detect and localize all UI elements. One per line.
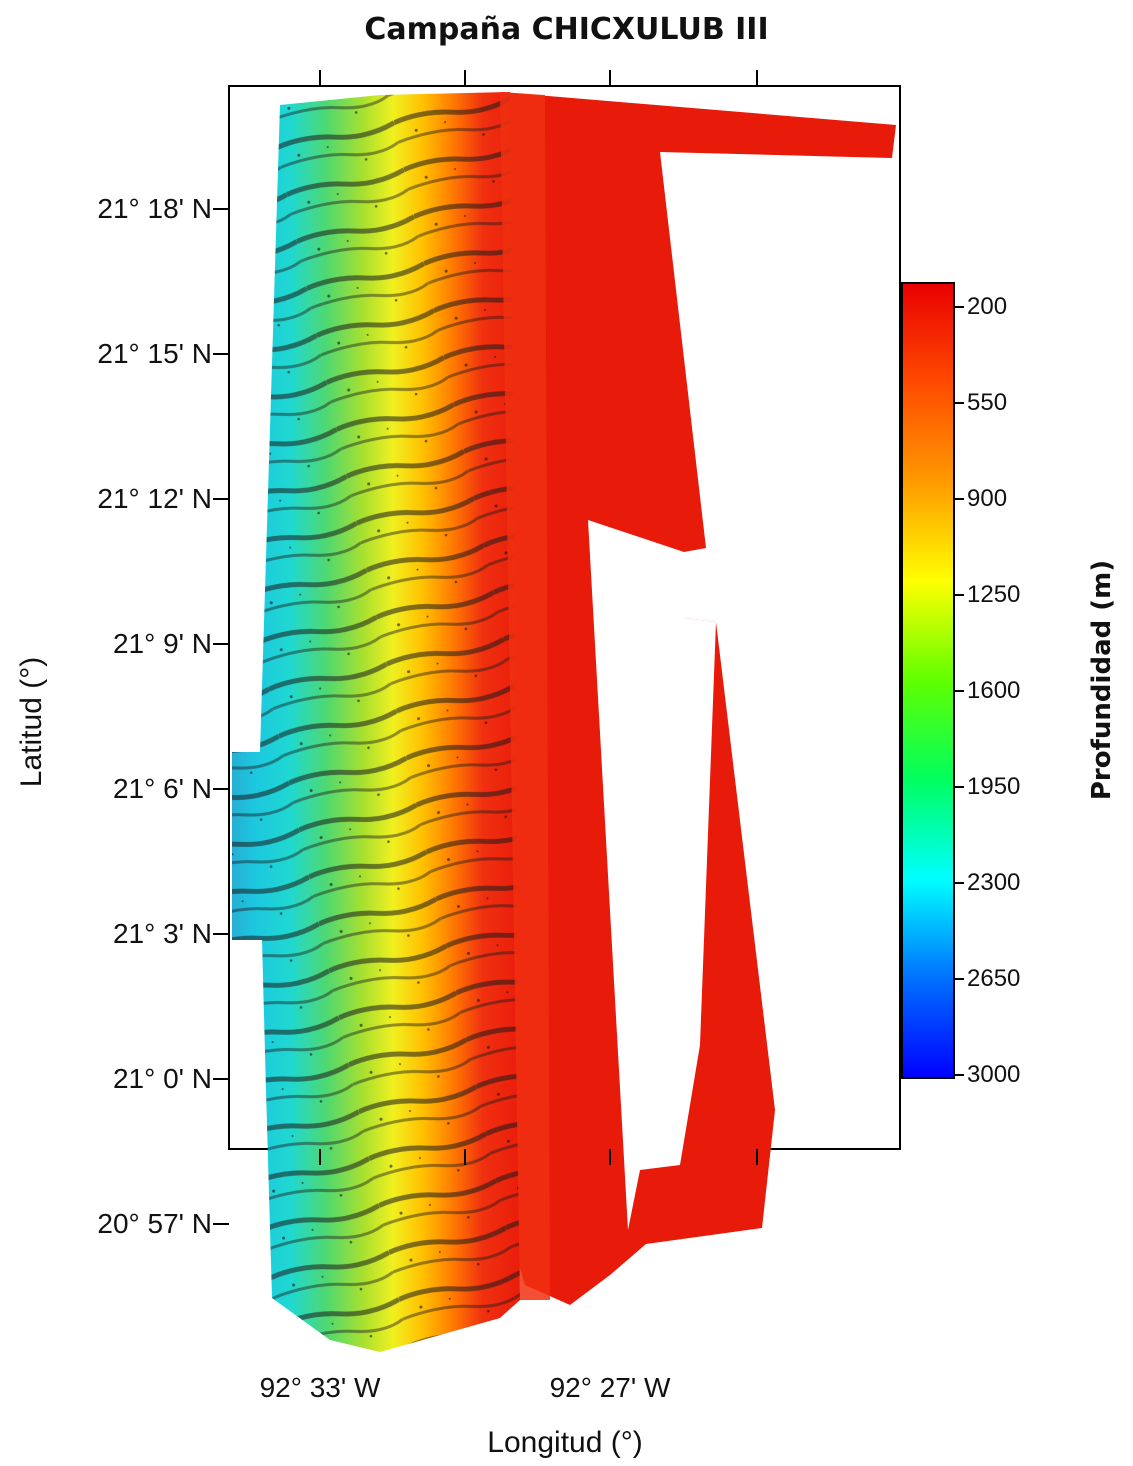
y-axis-label: Latitud (°) <box>15 656 48 788</box>
lat-tick-label: 21° 9' N <box>112 628 212 659</box>
map-title: Campaña CHICXULUB III <box>364 12 769 47</box>
colorbar <box>901 282 955 1079</box>
lon-tick-label: 92° 33' W <box>259 1372 381 1403</box>
colorbar-tick-label: 550 <box>967 389 1008 416</box>
lat-tick-label: 21° 3' N <box>112 918 212 949</box>
colorbar-tick-label: 2300 <box>967 869 1021 896</box>
lat-tick-label: 21° 15' N <box>97 338 212 369</box>
colorbar-ticks <box>954 306 964 1076</box>
colorbar-tick-label: 3000 <box>967 1061 1021 1088</box>
colorbar-tick-label: 900 <box>967 485 1008 512</box>
lon-tick-label: 92° 27' W <box>549 1372 671 1403</box>
swath-gap <box>588 520 716 1230</box>
lat-tick-marks <box>213 208 229 1225</box>
colorbar-tick-label: 2650 <box>967 965 1021 992</box>
lat-tick-label: 21° 6' N <box>112 773 212 804</box>
x-axis-label: Longitud (°) <box>487 1426 643 1459</box>
colorbar-tick-label: 1950 <box>967 773 1021 800</box>
colorbar-tick-label: 1600 <box>967 677 1021 704</box>
colorbar-tick-label: 1250 <box>967 581 1021 608</box>
bathymetry-surface <box>232 92 520 1352</box>
lon-tick-marks <box>319 70 758 1165</box>
lat-tick-label: 21° 12' N <box>97 483 212 514</box>
lat-tick-label: 20° 57' N <box>97 1208 212 1239</box>
lat-tick-label: 21° 18' N <box>97 193 212 224</box>
lat-tick-label: 21° 0' N <box>112 1063 212 1094</box>
colorbar-tick-label: 200 <box>967 293 1008 320</box>
colorbar-label: Profundidad (m) <box>1087 559 1117 801</box>
